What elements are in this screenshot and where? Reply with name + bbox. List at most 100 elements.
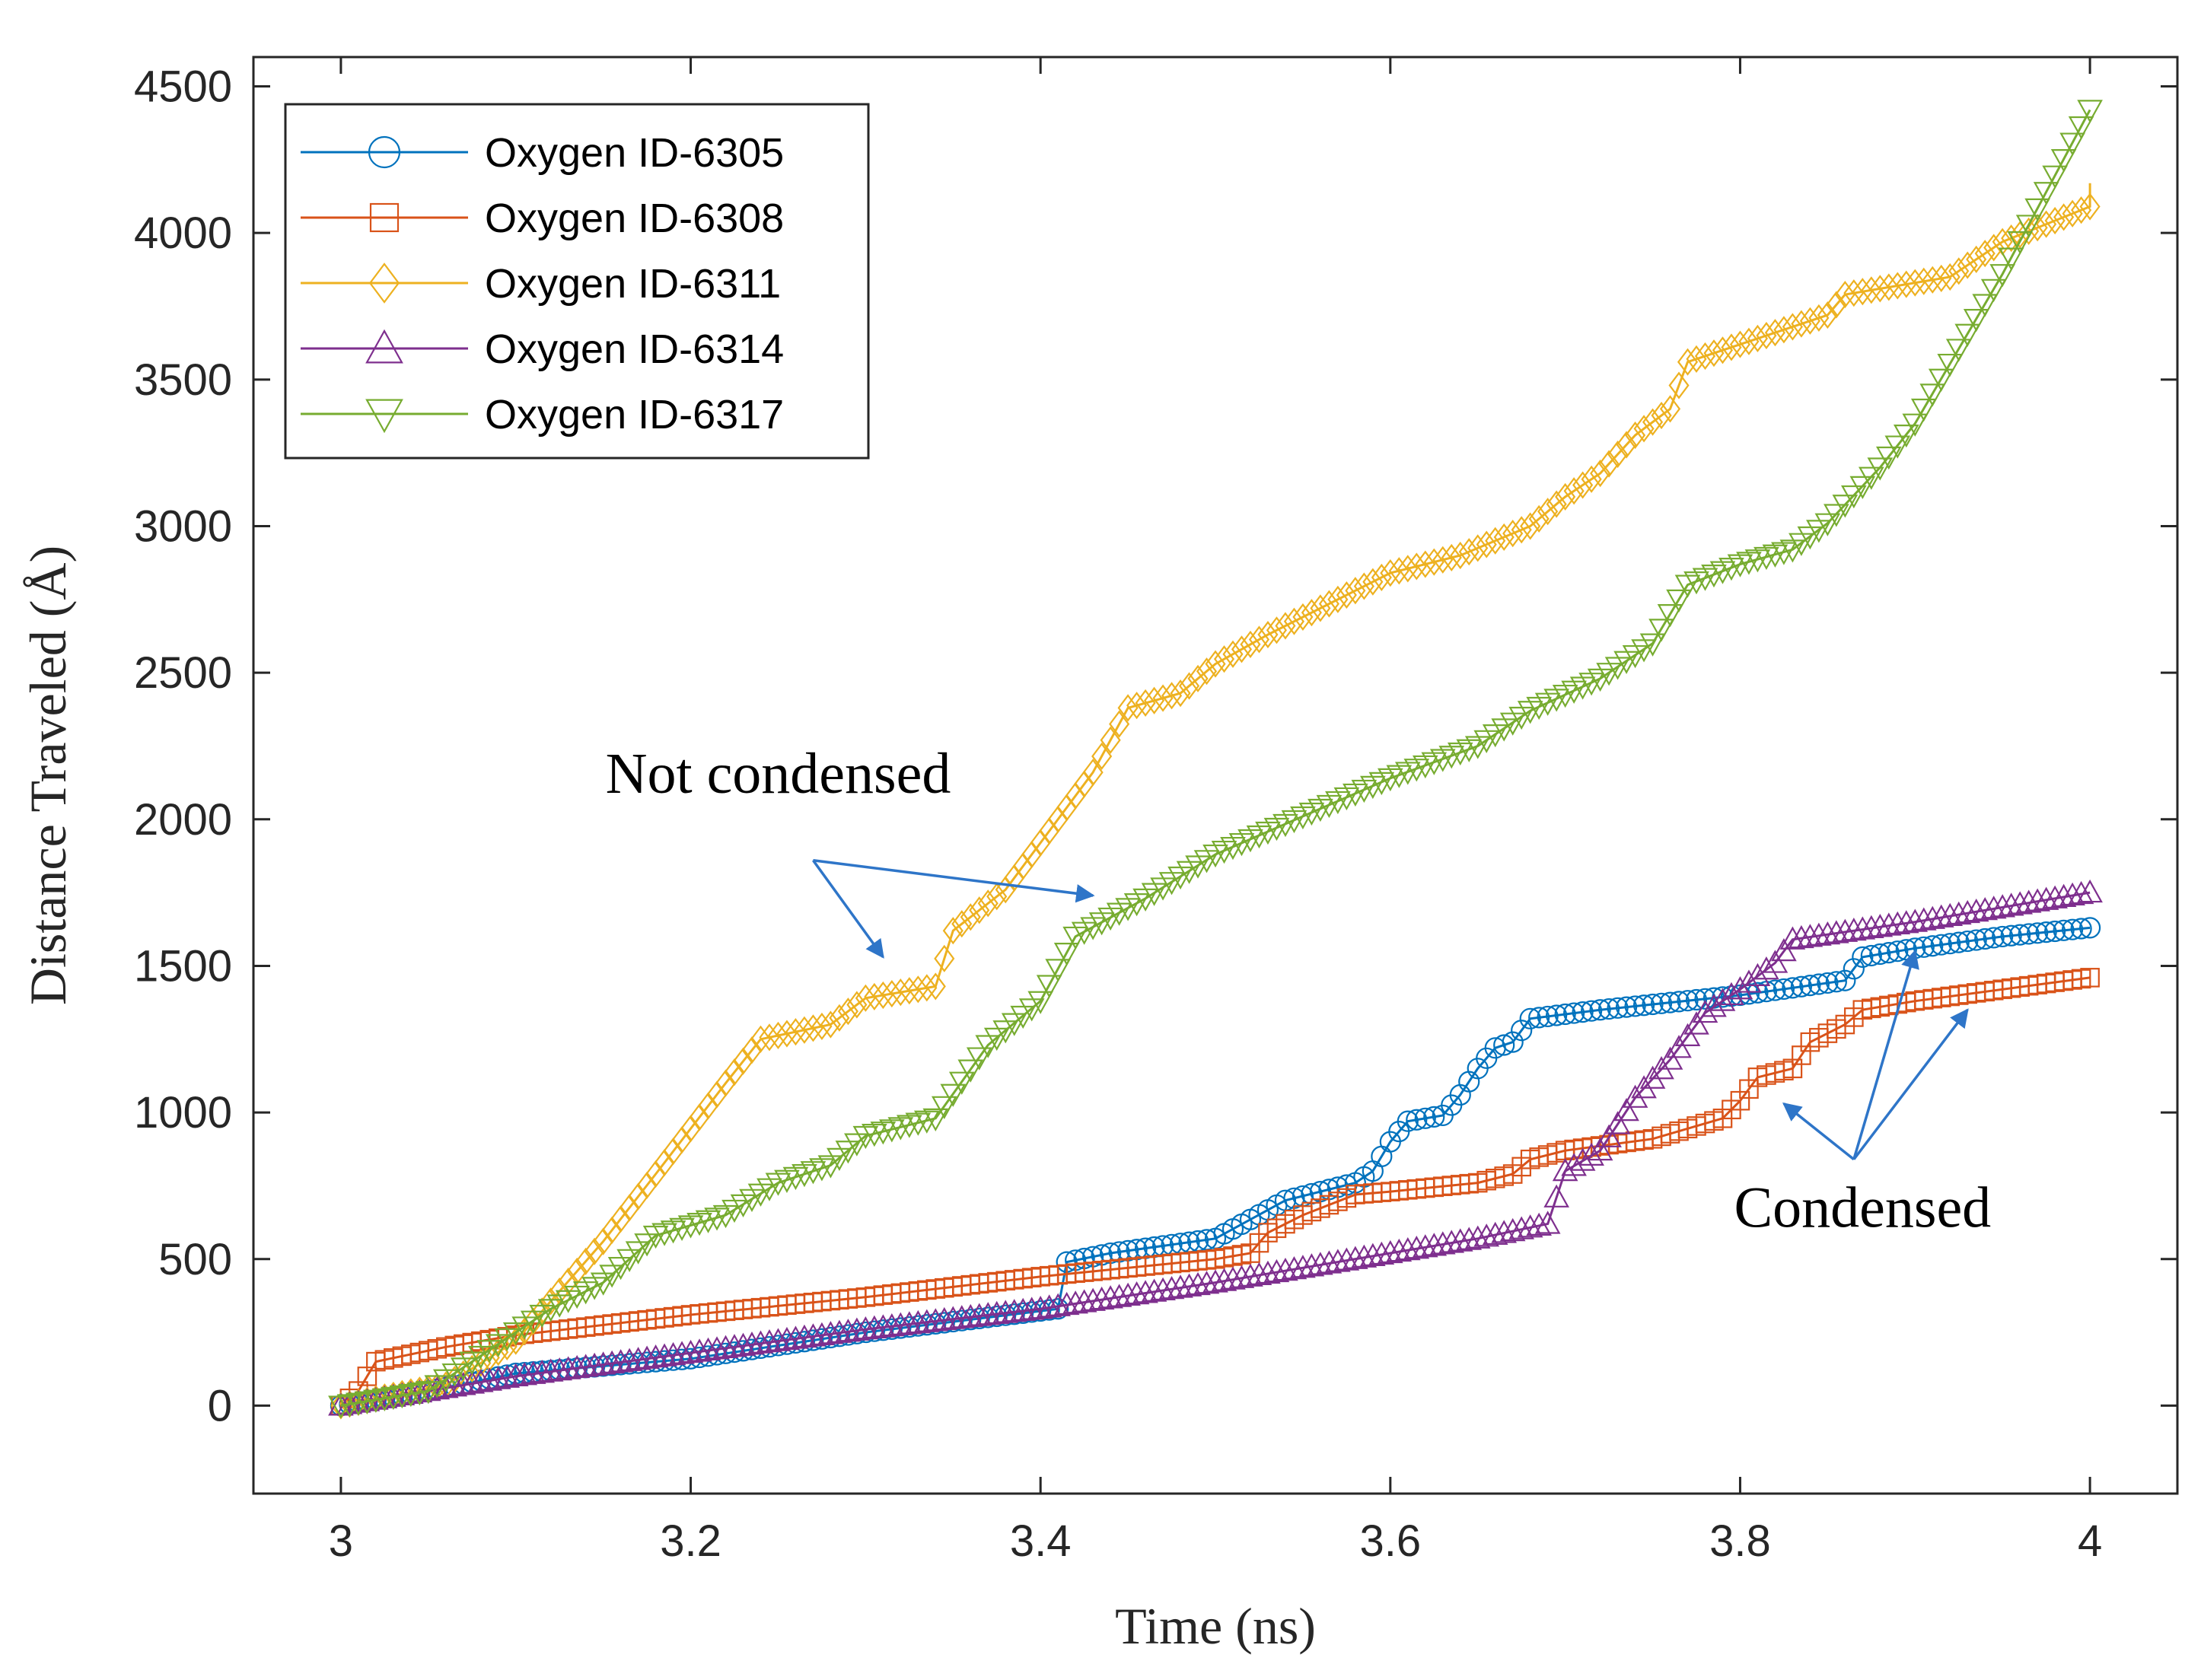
data-point-marker	[1789, 533, 1814, 556]
data-point-marker	[1624, 995, 1646, 1017]
data-point-marker	[1957, 251, 1978, 279]
data-point-marker	[601, 1216, 623, 1244]
data-point-marker	[645, 1160, 667, 1188]
data-point-marker	[1902, 413, 1929, 437]
data-point-marker	[2001, 224, 2022, 253]
data-point-marker	[1939, 933, 1961, 955]
data-point-marker	[1904, 269, 1925, 297]
data-point-marker	[1718, 982, 1744, 1006]
data-point-marker	[1115, 1282, 1141, 1306]
data-point-marker	[660, 1220, 686, 1244]
data-point-marker	[1727, 976, 1753, 1000]
data-point-marker	[1858, 915, 1884, 938]
series-oxygen-id-6317	[328, 100, 2103, 1419]
data-point-marker	[1992, 925, 2014, 948]
data-point-marker	[651, 1343, 677, 1367]
data-point-marker	[1683, 1011, 1709, 1035]
data-point-marker	[1607, 441, 1629, 469]
data-point-marker	[782, 1166, 809, 1191]
data-point-marker	[1878, 273, 1900, 301]
data-point-marker	[968, 1307, 990, 1329]
data-point-marker	[2050, 883, 2077, 907]
data-point-marker	[1185, 1271, 1211, 1296]
data-point-marker	[1394, 1236, 1421, 1261]
data-point-marker	[1954, 899, 1981, 924]
data-point-marker	[1937, 353, 1964, 377]
data-point-marker	[1508, 1216, 1535, 1239]
data-point-marker	[1709, 988, 1736, 1011]
data-point-marker	[948, 1071, 975, 1095]
data-point-marker	[1423, 548, 1445, 576]
data-point-marker	[2080, 968, 2100, 988]
data-point-marker	[977, 1306, 999, 1328]
data-point-marker	[1255, 1260, 1281, 1284]
data-point-marker	[1517, 1214, 1543, 1238]
data-point-marker	[986, 883, 1008, 911]
data-point-marker	[1771, 937, 1797, 962]
legend-marker	[365, 329, 403, 364]
y-axis-ticks: 0 500 1000 1500 2000 2500 3000 3500 4000 4500	[134, 62, 2177, 1430]
x-tick-label: 3	[329, 1516, 353, 1566]
data-point-marker	[1782, 977, 1804, 999]
data-point-marker	[1161, 682, 1183, 710]
annotation-arrow	[1852, 949, 1919, 1160]
data-point-marker	[1945, 339, 1972, 362]
data-point-marker	[827, 1319, 852, 1343]
data-point-marker	[584, 1237, 605, 1265]
data-point-marker	[896, 1115, 922, 1138]
data-point-marker	[1537, 1005, 1559, 1028]
data-point-marker	[1010, 1297, 1037, 1322]
data-point-marker	[1117, 694, 1139, 722]
data-point-marker	[1106, 1284, 1132, 1307]
data-point-marker	[1893, 425, 1919, 448]
data-point-marker	[1290, 1255, 1316, 1278]
data-point-marker	[1980, 278, 2007, 302]
data-point-marker	[1937, 902, 1964, 927]
data-point-marker	[1325, 1249, 1351, 1272]
legend-marker	[365, 399, 403, 434]
data-point-marker	[1263, 1258, 1290, 1283]
y-tick-label: 1000	[134, 1088, 232, 1138]
data-point-marker	[1701, 994, 1727, 1017]
data-point-marker	[1834, 281, 1855, 309]
data-point-marker	[590, 1272, 616, 1296]
data-point-marker	[835, 1319, 862, 1342]
legend-item: Oxygen ID-6317	[301, 392, 784, 438]
annotation-arrow	[813, 859, 1095, 903]
data-point-marker	[2070, 918, 2092, 940]
data-point-marker	[1974, 240, 1996, 268]
data-point-marker	[1686, 345, 1707, 373]
x-tick-label: 3.6	[1359, 1516, 1421, 1566]
data-point-marker	[905, 1112, 932, 1136]
x-tick-label: 3.4	[1010, 1516, 1072, 1566]
data-point-marker	[642, 1225, 669, 1249]
legend-label: Oxygen ID-6305	[485, 130, 784, 176]
data-point-marker	[537, 1358, 564, 1382]
data-point-marker	[1764, 319, 1785, 347]
data-point-marker	[844, 1133, 870, 1157]
series-line	[340, 926, 2091, 1407]
data-point-marker	[870, 1122, 897, 1145]
data-point-marker	[1930, 934, 1952, 956]
data-point-marker	[1310, 594, 1331, 622]
data-point-marker	[907, 975, 928, 1004]
data-point-marker	[619, 1194, 640, 1222]
data-point-marker	[1867, 914, 1894, 937]
series-oxygen-id-6308	[331, 968, 2100, 1416]
data-point-marker	[1814, 921, 1841, 945]
data-point-marker	[1546, 1004, 1568, 1026]
data-point-marker	[899, 977, 920, 1005]
data-point-marker	[1368, 1241, 1395, 1265]
data-point-marker	[1123, 1281, 1150, 1305]
data-point-marker	[1213, 645, 1235, 673]
data-point-marker	[546, 1357, 573, 1381]
data-point-marker	[983, 1300, 1010, 1325]
data-point-marker	[2078, 917, 2101, 939]
data-point-marker	[2059, 132, 2085, 156]
data-point-marker	[1080, 1287, 1106, 1311]
data-point-marker	[1597, 998, 1620, 1020]
data-point-marker	[1884, 911, 1911, 935]
data-point-marker	[1852, 278, 1873, 306]
data-point-marker	[782, 1325, 809, 1349]
data-point-marker	[992, 1300, 1019, 1323]
